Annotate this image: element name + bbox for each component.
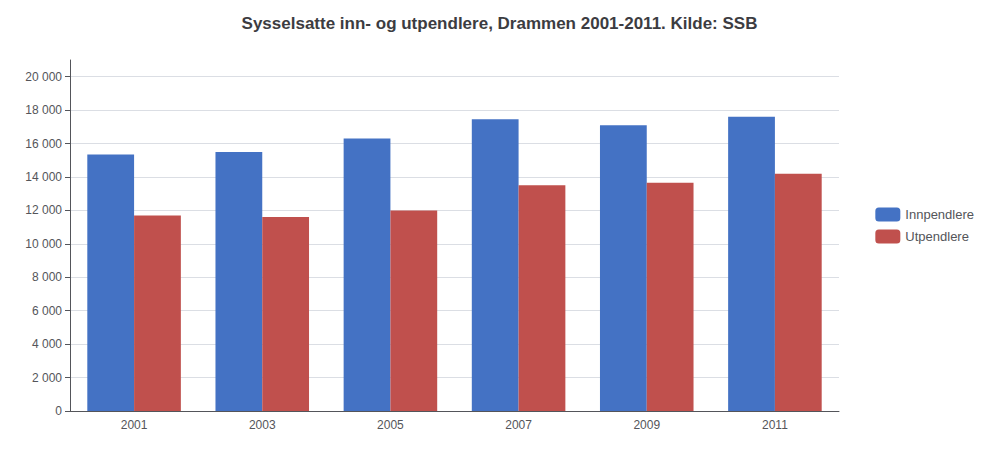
svg-text:10 000: 10 000 bbox=[25, 237, 62, 251]
svg-text:2 000: 2 000 bbox=[32, 371, 62, 385]
svg-text:2001: 2001 bbox=[121, 418, 148, 432]
svg-text:0: 0 bbox=[55, 404, 62, 418]
svg-text:4 000: 4 000 bbox=[32, 337, 62, 351]
svg-text:Innpendlere: Innpendlere bbox=[905, 207, 974, 222]
svg-text:18 000: 18 000 bbox=[25, 103, 62, 117]
svg-text:8 000: 8 000 bbox=[32, 270, 62, 284]
svg-text:6 000: 6 000 bbox=[32, 304, 62, 318]
svg-text:Sysselsatte inn- og utpendlere: Sysselsatte inn- og utpendlere, Drammen … bbox=[242, 14, 758, 33]
svg-text:2011: 2011 bbox=[762, 418, 788, 432]
svg-text:12 000: 12 000 bbox=[25, 203, 62, 217]
svg-text:2009: 2009 bbox=[633, 418, 660, 432]
svg-text:2007: 2007 bbox=[505, 418, 532, 432]
svg-text:2003: 2003 bbox=[249, 418, 276, 432]
svg-text:20 000: 20 000 bbox=[25, 70, 62, 84]
svg-text:Utpendlere: Utpendlere bbox=[905, 229, 969, 244]
svg-text:2005: 2005 bbox=[377, 418, 404, 432]
svg-text:14 000: 14 000 bbox=[25, 170, 62, 184]
svg-text:16 000: 16 000 bbox=[25, 137, 62, 151]
